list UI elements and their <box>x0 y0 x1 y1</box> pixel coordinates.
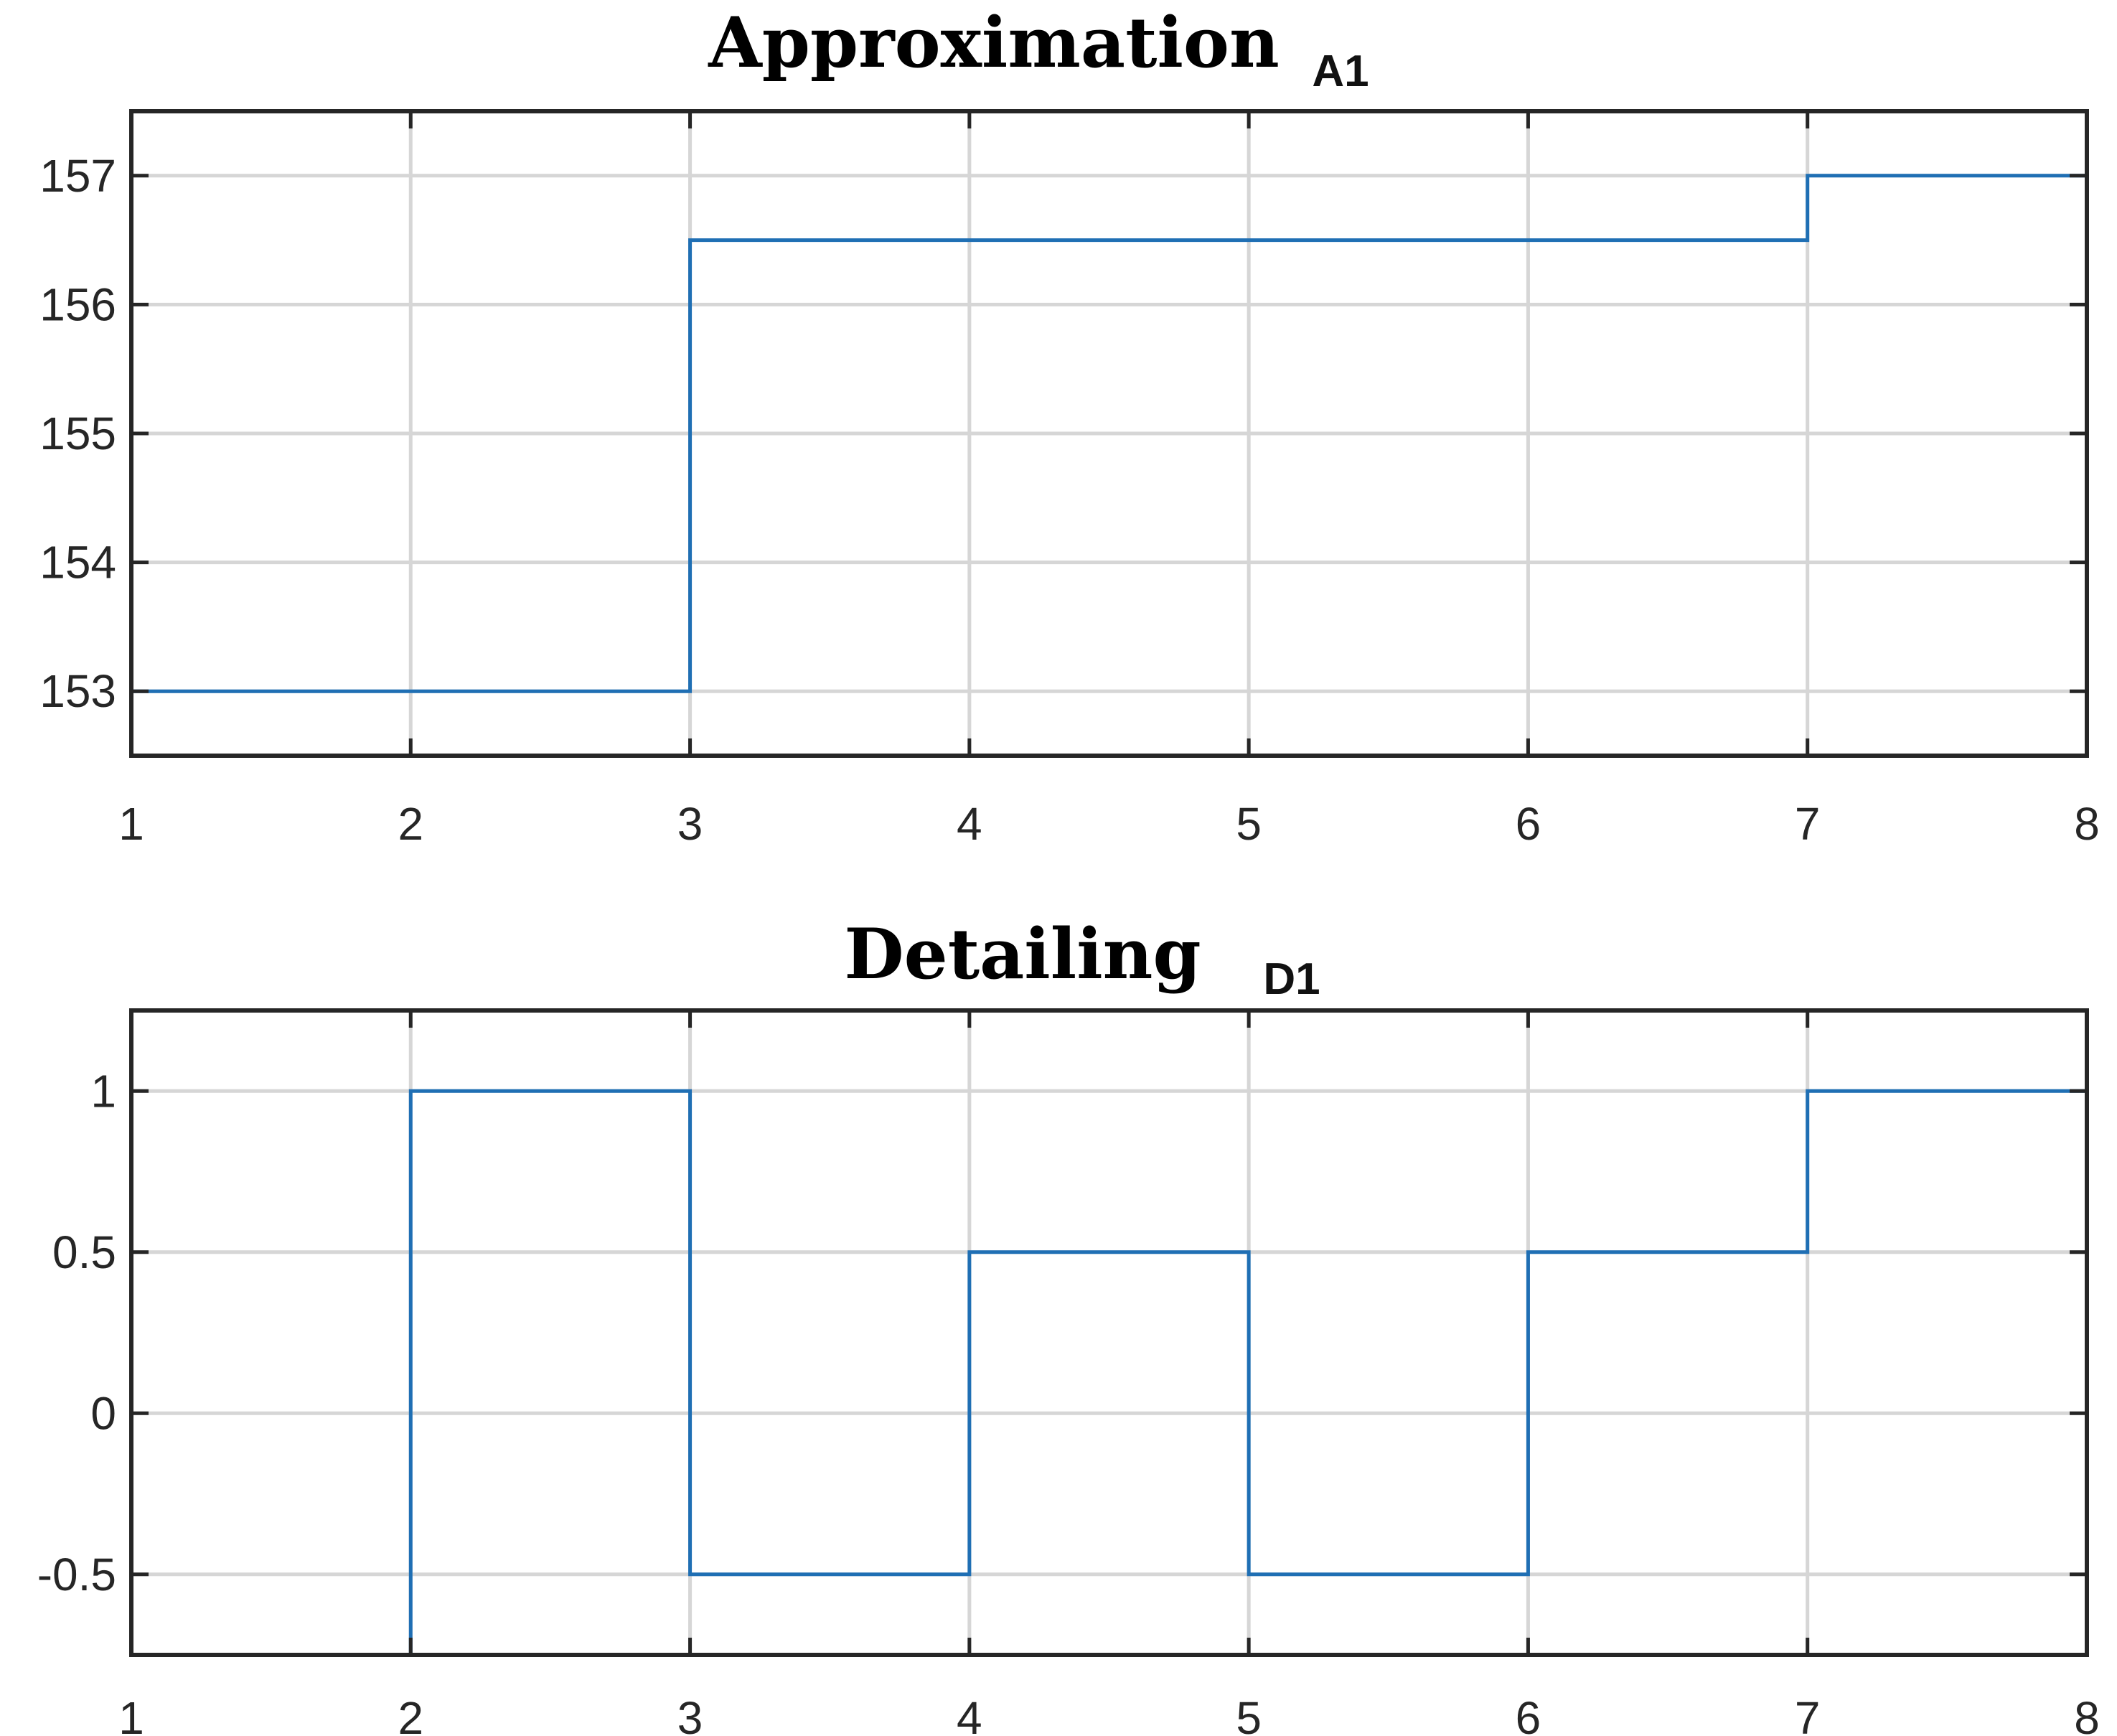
series-line <box>408 1089 2087 1655</box>
y-tick-label: 1 <box>90 1065 116 1117</box>
x-tick-label: 8 <box>2074 798 2100 850</box>
approximation-panel: Approximation A1 1 2 3 4 5 6 7 8 153 154 155 156 157 <box>39 2 2100 850</box>
y-tick-label: 156 <box>39 278 116 330</box>
y-tick-label: 0 <box>90 1387 116 1439</box>
x-tick-label: 2 <box>398 798 423 850</box>
chart-title: Approximation <box>708 2 1279 83</box>
detailing-panel: Detailing D1 1 2 3 4 5 6 7 8 -0.5 0 0.5 1 <box>37 914 2100 1736</box>
x-tick-label: 7 <box>1795 798 1821 850</box>
y-tick-label: 0.5 <box>52 1226 116 1278</box>
chart-subtitle: A1 <box>1312 47 1369 96</box>
x-tick-label: 8 <box>2074 1692 2100 1736</box>
x-tick-label: 6 <box>1516 1692 1541 1736</box>
x-tick-label: 1 <box>118 798 144 850</box>
x-tick-label: 4 <box>957 1692 982 1736</box>
x-tick-label: 5 <box>1236 1692 1262 1736</box>
y-tick-label: 157 <box>39 150 116 202</box>
y-tick-label: 154 <box>39 537 116 588</box>
chart-subtitle: D1 <box>1263 954 1320 1004</box>
chart-title: Detailing <box>844 914 1201 995</box>
x-tick-label: 1 <box>118 1692 144 1736</box>
x-tick-label: 7 <box>1795 1692 1821 1736</box>
x-tick-label: 3 <box>677 1692 703 1736</box>
x-tick-label: 2 <box>398 1692 423 1736</box>
axes-box <box>129 1008 2089 1657</box>
y-tick-label: 153 <box>39 665 116 717</box>
x-tick-label: 3 <box>677 798 703 850</box>
y-tick-label: 155 <box>39 408 116 459</box>
x-tick-label: 6 <box>1516 798 1541 850</box>
y-tick-label: -0.5 <box>37 1549 116 1600</box>
x-tick-label: 5 <box>1236 798 1262 850</box>
x-tick-label: 4 <box>957 798 982 850</box>
series-line <box>131 174 2087 693</box>
